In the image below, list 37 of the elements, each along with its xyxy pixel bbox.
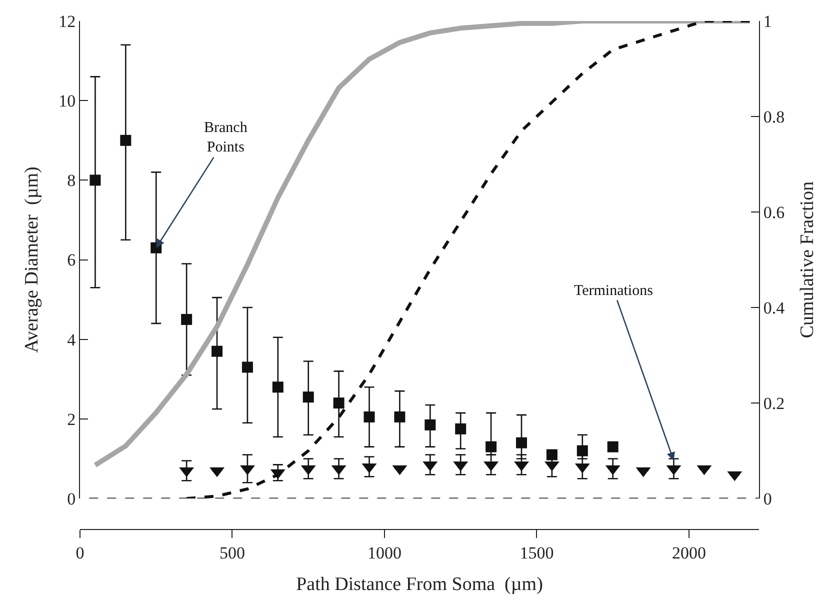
point bbox=[90, 174, 101, 186]
x-tick-label: 1000 bbox=[367, 543, 402, 562]
x-tick-label: 1500 bbox=[520, 543, 554, 562]
y2-tick-label: 0.8 bbox=[763, 107, 785, 126]
y-tick-label: 4 bbox=[67, 330, 76, 350]
point bbox=[302, 392, 314, 403]
y2-tick-label: 0.4 bbox=[763, 298, 786, 318]
annotation: Branch Points bbox=[204, 120, 248, 156]
point bbox=[333, 398, 344, 409]
y-axis-title: Average Diameter (µm) bbox=[21, 166, 42, 353]
point bbox=[120, 134, 132, 146]
point bbox=[394, 411, 406, 422]
y2-tick-label: 0.2 bbox=[763, 394, 785, 413]
point bbox=[212, 346, 223, 357]
point bbox=[607, 441, 618, 452]
x-tick-label: 2000 bbox=[672, 543, 706, 562]
point bbox=[242, 362, 253, 373]
y2-tick-label: 1 bbox=[763, 12, 772, 31]
annotation: Terminations bbox=[574, 283, 654, 299]
y-tick-label: 2 bbox=[67, 410, 76, 429]
point bbox=[424, 419, 436, 430]
y-tick-label: 12 bbox=[58, 12, 76, 31]
point bbox=[272, 382, 284, 393]
point bbox=[486, 441, 497, 452]
y-tick-label: 10 bbox=[58, 92, 76, 111]
y2-axis-title: Cumulative Fraction bbox=[796, 180, 818, 338]
y-tick-label: 0 bbox=[67, 489, 76, 508]
x-axis-title: Path Distance From Soma (µm) bbox=[296, 574, 543, 596]
y-tick-label: 8 bbox=[67, 171, 76, 190]
x-tick-label: 500 bbox=[219, 543, 245, 562]
point bbox=[364, 411, 375, 422]
y2-tick-label: 0 bbox=[763, 489, 772, 508]
point bbox=[181, 314, 192, 325]
point bbox=[516, 437, 527, 448]
y-tick-label: 6 bbox=[67, 250, 76, 270]
y2-tick-label: 0.6 bbox=[763, 202, 785, 222]
point bbox=[455, 423, 466, 434]
